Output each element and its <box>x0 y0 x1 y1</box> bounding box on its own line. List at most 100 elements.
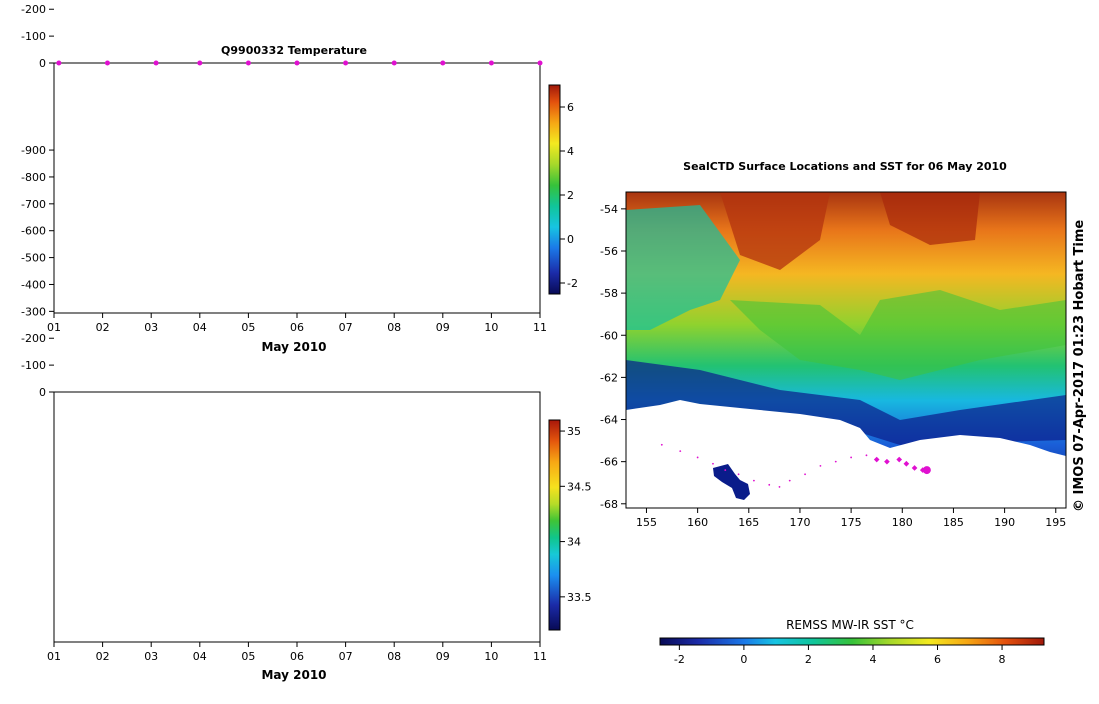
salinity-section-panel: 0-100-200-300-400-500-600-700-800-900 01… <box>21 144 591 682</box>
sst-y-tick-label-2: -58 <box>600 287 618 300</box>
sst-land-blue-patch <box>713 464 750 500</box>
p2-cb-tick-label-2: 34 <box>567 536 581 549</box>
temperature-title: Q9900332 Temperature <box>221 44 367 57</box>
sst-x-tick-label-5: 180 <box>892 516 913 529</box>
p2-x-tick-label-9: 10 <box>484 650 498 663</box>
salinity-colorbar-ticks: 35 34.5 34 33.5 <box>560 425 592 604</box>
p2-y-tick-label-3: -300 <box>21 305 46 318</box>
track-point-4 <box>724 469 727 471</box>
sst-map-title: SealCTD Surface Locations and SST for 06… <box>683 160 1007 173</box>
profile-marker-0 <box>56 60 62 66</box>
track-point-5 <box>737 473 740 476</box>
profile-marker-10 <box>537 60 543 66</box>
p2-y-tick-label-9: -900 <box>21 144 46 157</box>
sst-map-field <box>626 192 1066 508</box>
track-point-0 <box>660 443 663 446</box>
salinity-y-ticks: 0 -100 -200 -300 -400 -500 -600 -700 -800 -900 <box>21 144 54 399</box>
p1-cb-tick-label-0: 6 <box>567 101 574 114</box>
p2-y-tick-label-1: -100 <box>21 359 46 372</box>
p2-x-tick-label-2: 03 <box>144 650 158 663</box>
sst-y-tick-label-7: -68 <box>600 498 618 511</box>
p1-x-tick-label-8: 09 <box>436 321 450 334</box>
current-position <box>922 466 931 475</box>
sst-y-tick-label-6: -66 <box>600 456 618 469</box>
p1-x-tick-label-9: 10 <box>484 321 498 334</box>
track-point-3 <box>712 462 714 465</box>
p2-y-tick-label-6: -600 <box>21 225 46 238</box>
track-point-6 <box>753 479 755 482</box>
p2-x-tick-label-7: 08 <box>387 650 401 663</box>
salinity-colorbar <box>548 419 561 631</box>
sst-cb-tick-label-3: 4 <box>869 653 876 666</box>
profile-marker-9 <box>488 60 494 66</box>
track-point-9 <box>788 479 791 482</box>
p1-x-tick-label-3: 04 <box>193 321 207 334</box>
track-point-1 <box>679 450 682 453</box>
recent-point-3 <box>903 460 910 467</box>
p2-cb-tick-label-0: 35 <box>567 425 581 438</box>
track-point-7 <box>768 483 771 486</box>
sst-x-tick-label-2: 165 <box>738 516 759 529</box>
p2-x-tick-label-8: 09 <box>436 650 450 663</box>
sst-y-ticks: -54 -56 -58 -60 -62 -64 -66 -68 <box>600 203 626 511</box>
p2-x-tick-label-3: 04 <box>193 650 207 663</box>
sst-cold-band <box>626 360 1066 445</box>
sst-cb-tick-label-5: 8 <box>999 653 1006 666</box>
p1-cb-tick-label-2: 2 <box>567 189 574 202</box>
sst-x-tick-label-1: 160 <box>687 516 708 529</box>
sst-cb-tick-label-0: -2 <box>674 653 685 666</box>
p2-y-tick-label-0: 0 <box>39 386 46 399</box>
p1-y-tick-label-1: -100 <box>21 30 46 43</box>
sst-cb-tick-label-4: 6 <box>934 653 941 666</box>
track-point-13 <box>850 456 853 459</box>
sst-x-tick-label-6: 185 <box>943 516 964 529</box>
sst-map-frame <box>625 191 1067 509</box>
sst-cool-tongue <box>626 205 740 330</box>
p2-y-tick-label-2: -200 <box>21 332 46 345</box>
sst-x-tick-label-8: 195 <box>1045 516 1066 529</box>
p1-x-tick-label-2: 03 <box>144 321 158 334</box>
p2-cb-tick-label-3: 33.5 <box>567 591 592 604</box>
temperature-x-ticks: 01 02 03 04 05 06 07 08 09 10 11 <box>47 313 547 334</box>
p2-x-tick-label-6: 07 <box>339 650 353 663</box>
sst-warm-patch <box>720 192 830 270</box>
sst-map-panel: SealCTD Surface Locations and SST for 06… <box>600 160 1087 666</box>
sst-x-ticks: 155 160 165 170 175 180 185 190 195 <box>636 508 1066 529</box>
temperature-plot-frame <box>53 62 541 314</box>
profile-marker-5 <box>294 60 300 66</box>
p2-cb-tick-label-1: 34.5 <box>567 480 592 493</box>
sst-y-tick-label-1: -56 <box>600 245 618 258</box>
recent-point-0 <box>873 456 880 463</box>
temperature-profile-markers <box>56 60 543 66</box>
p1-cb-tick-label-3: 0 <box>567 233 574 246</box>
track-point-10 <box>804 473 806 476</box>
p1-x-tick-label-4: 05 <box>241 321 255 334</box>
p2-y-tick-label-7: -700 <box>21 198 46 211</box>
p2-y-tick-label-8: -800 <box>21 171 46 184</box>
track-point-2 <box>696 456 699 459</box>
p1-x-tick-label-1: 02 <box>96 321 110 334</box>
p2-x-tick-label-10: 11 <box>533 650 547 663</box>
sst-x-tick-label-7: 190 <box>994 516 1015 529</box>
sst-green-band <box>730 290 1066 380</box>
track-point-8 <box>778 486 781 488</box>
recent-point-1 <box>884 458 890 465</box>
temperature-y-ticks: 0-100-200-300-400-500-600-700-800-900 <box>21 3 54 70</box>
profile-marker-4 <box>245 60 251 66</box>
p1-x-tick-label-6: 07 <box>339 321 353 334</box>
sst-colorbar-ticks: -2 0 2 4 6 8 <box>674 645 1006 666</box>
profile-marker-1 <box>104 60 110 66</box>
p1-x-tick-label-0: 01 <box>47 321 61 334</box>
temperature-colorbar <box>548 84 561 295</box>
temperature-colorbar-ticks: 6 4 2 0 -2 <box>560 101 578 290</box>
temperature-x-axis-label: May 2010 <box>261 340 326 354</box>
profile-marker-2 <box>153 60 159 66</box>
seal-track <box>660 443 931 488</box>
p2-y-tick-label-5: -500 <box>21 252 46 265</box>
p1-x-tick-label-7: 08 <box>387 321 401 334</box>
sst-y-tick-label-0: -54 <box>600 203 618 216</box>
p1-y-tick-label-0: 0 <box>39 57 46 70</box>
sst-colorbar-label: REMSS MW-IR SST °C <box>786 618 914 632</box>
p1-x-tick-label-10: 11 <box>533 321 547 334</box>
